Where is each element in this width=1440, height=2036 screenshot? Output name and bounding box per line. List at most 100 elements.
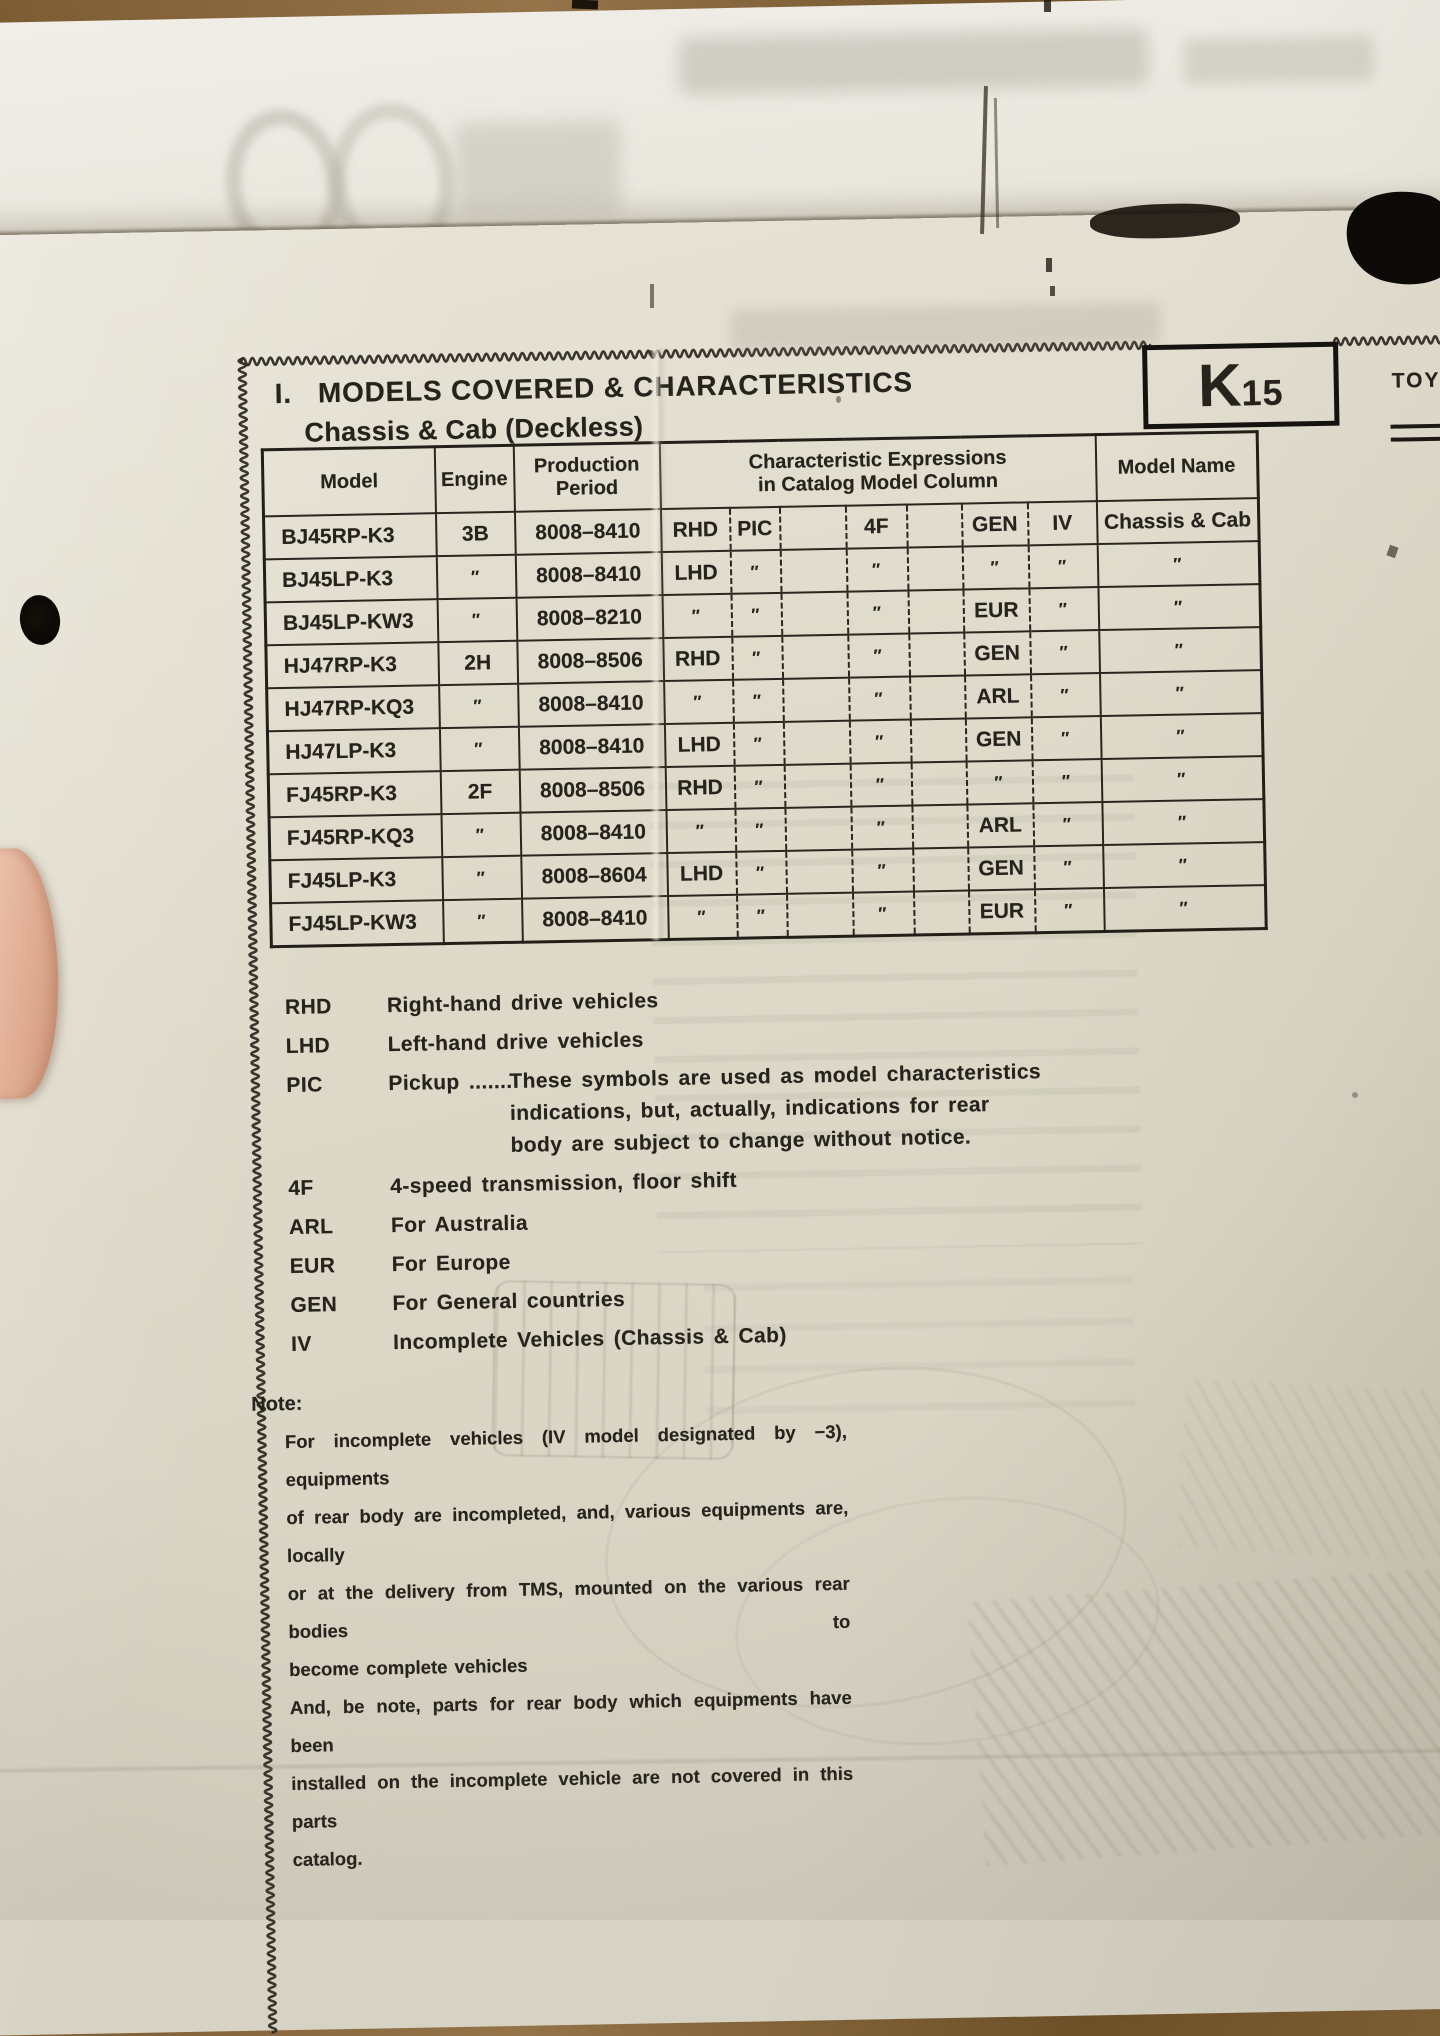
- table-cell: [907, 589, 964, 634]
- table-cell: [911, 761, 967, 806]
- table-cell: PIC: [729, 506, 781, 551]
- table-cell: GEN: [965, 717, 1033, 762]
- header-engine: Engine: [434, 445, 515, 514]
- models-table: Model Engine Production Period Character…: [260, 430, 1268, 949]
- legend-item: IV Incomplete Vehicles (Chassis & Cab): [291, 1315, 1046, 1361]
- table-cell: 8008–8604: [520, 853, 668, 899]
- ink-speck: [1046, 258, 1052, 272]
- table-cell: [784, 806, 852, 851]
- legend-definition: For General countries: [392, 1284, 625, 1320]
- model-cell: HJ47RP-K3: [265, 642, 439, 689]
- model-cell: FJ45RP-K3: [268, 771, 441, 818]
- table-cell: ″: [1102, 842, 1266, 889]
- ink-speck: [648, 350, 654, 356]
- table-body: BJ45RP-K3 3B 8008–8410 RHD PIC 4F GEN IV Chassis…: [263, 498, 1267, 947]
- table-cell: 2F: [440, 769, 520, 815]
- table-cell: ″: [1028, 544, 1098, 589]
- table-cell: 8008–8410: [517, 681, 665, 727]
- page-code-box: K 15: [1142, 341, 1340, 430]
- table-cell: 8008–8410: [518, 724, 666, 770]
- table-cell: ″: [846, 590, 909, 635]
- table-cell: ″: [1033, 845, 1104, 890]
- legend-line: 4-speed transmission, floor shift: [390, 1168, 738, 1199]
- table-cell: [906, 503, 963, 548]
- table-cell: ″: [851, 848, 914, 893]
- table-edge-mark: [571, 0, 599, 10]
- table-cell: GEN: [961, 502, 1029, 547]
- model-cell: HJ47LP-K3: [267, 728, 441, 775]
- table-cell: ″: [1032, 759, 1102, 804]
- model-cell: BJ45LP-K3: [264, 556, 438, 603]
- table-cell: ″: [735, 850, 787, 895]
- table-cell: [784, 763, 851, 808]
- table-cell: ″: [850, 805, 913, 850]
- table-cell: ″: [736, 893, 788, 939]
- legend-line: For General countries: [392, 1287, 626, 1316]
- legend-term: 4F: [288, 1176, 314, 1201]
- table-cell: LHD: [666, 851, 737, 897]
- table-cell: 8008–8506: [519, 767, 666, 813]
- ink-speck: [1050, 286, 1055, 296]
- model-cell: FJ45RP-KQ3: [269, 814, 442, 861]
- table-cell: ″: [847, 633, 910, 678]
- header-model-name: Model Name: [1095, 431, 1259, 502]
- table-cell: [911, 804, 968, 849]
- note-line: of rear body are incompleted, and, vario…: [286, 1496, 849, 1567]
- table-cell: [908, 632, 965, 677]
- page-code-number: 15: [1241, 371, 1284, 414]
- table-cell: ″: [440, 812, 521, 858]
- table-cell: ″: [1100, 713, 1264, 760]
- table-cell: [780, 591, 848, 636]
- models-table-wrap: Model Engine Production Period Character…: [260, 430, 1268, 949]
- table-cell: 4F: [845, 504, 908, 549]
- table-cell: 8008–8210: [516, 595, 663, 641]
- corner-rule: [1390, 422, 1440, 429]
- section-number: I.: [274, 377, 293, 410]
- table-cell: [912, 847, 969, 892]
- legend-definition: Left-hand drive vehicles: [387, 1024, 644, 1061]
- table-cell: EUR: [968, 889, 1036, 934]
- table-cell: ″: [731, 592, 782, 637]
- table-cell: ″: [662, 593, 732, 639]
- table-edge-mark: [1044, 0, 1051, 12]
- page-title-row: I. MODELS COVERED & CHARACTERISTICS: [274, 366, 913, 410]
- corner-rule: [1390, 435, 1440, 442]
- table-cell: [907, 546, 963, 591]
- table-cell: [781, 634, 849, 679]
- table-cell: ″: [734, 807, 786, 852]
- showthrough-smudge: [730, 301, 1161, 352]
- legend-term: LHD: [285, 1034, 331, 1059]
- table-cell: ″: [1097, 584, 1261, 631]
- table-cell: 8008–8410: [521, 896, 669, 943]
- model-cell: FJ45LP-KW3: [270, 900, 444, 947]
- table-cell: IV: [1027, 501, 1098, 546]
- legend-item: 4F 4-speed transmission, floor shift: [288, 1159, 1043, 1205]
- ink-speck: [836, 396, 841, 403]
- legend-definition: For Europe: [391, 1247, 511, 1281]
- table-cell: [780, 548, 847, 593]
- table-cell: ″: [731, 635, 783, 680]
- showthrough-smudge: [454, 120, 622, 216]
- table-cell: [909, 675, 966, 720]
- table-cell: ″: [852, 891, 915, 937]
- table-cell: ARL: [964, 674, 1032, 719]
- showthrough-smudge: [1183, 35, 1374, 85]
- table-cell: ″: [438, 683, 519, 729]
- legend-term: ARL: [288, 1215, 334, 1240]
- table-cell: ″: [1031, 716, 1102, 761]
- legend-line: Right-hand drive vehicles: [386, 989, 659, 1018]
- table-cell: ″: [1030, 673, 1101, 718]
- table-cell: GEN: [963, 631, 1031, 676]
- table-cell: ″: [730, 549, 781, 594]
- table-cell: [779, 505, 847, 550]
- table-cell: ″: [663, 679, 734, 725]
- legend-item: EUR For Europe: [289, 1237, 1044, 1283]
- corner-brand-text: TOY: [1391, 368, 1440, 393]
- table-cell: ″: [436, 554, 517, 600]
- table-cell: RHD: [665, 765, 735, 811]
- table-cell: ″: [846, 547, 908, 592]
- table-cell: [785, 849, 853, 894]
- table-cell: GEN: [967, 846, 1035, 891]
- table-cell: ″: [732, 678, 784, 723]
- model-cell: BJ45RP-K3: [263, 513, 437, 560]
